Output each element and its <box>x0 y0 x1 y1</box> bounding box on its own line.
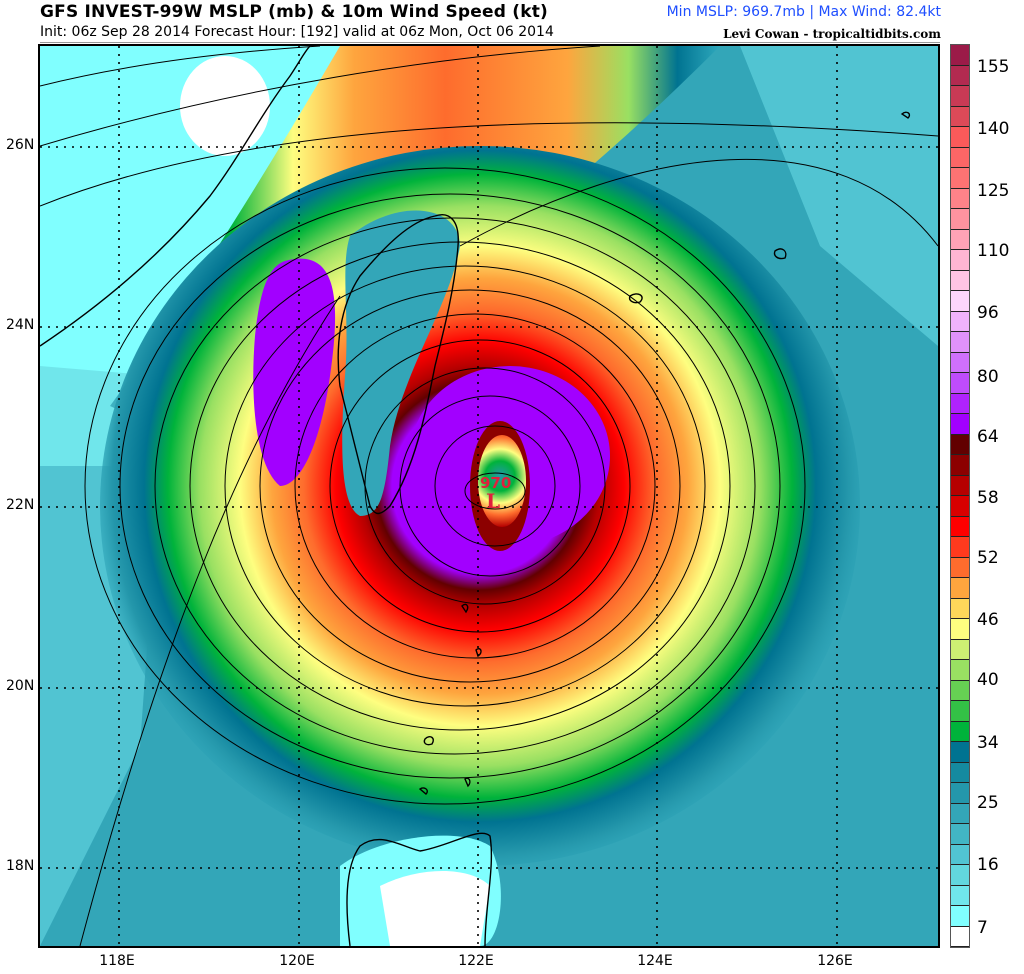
header-divider <box>40 42 940 43</box>
colorbar-tick-label: 125 <box>977 181 1010 201</box>
colorbar-tick-label: 140 <box>977 119 1010 139</box>
credit: Levi Cowan - tropicaltidbits.com <box>723 27 941 41</box>
china-coast <box>40 46 311 347</box>
colorbar-tick-label: 16 <box>977 855 999 875</box>
colorbar-segment <box>951 824 969 845</box>
storm-eye <box>478 435 526 527</box>
colorbar-segment <box>951 803 969 824</box>
x-tick-label: 124E <box>637 953 673 969</box>
colorbar-segment <box>951 926 969 947</box>
colorbar-segment <box>951 65 969 86</box>
colorbar-segment <box>951 762 969 783</box>
isobars <box>40 46 938 946</box>
colorbar-segment <box>951 45 969 66</box>
lat-lon-grid <box>40 46 938 946</box>
colorbar-segment <box>951 86 969 107</box>
pressure-label: 970 <box>480 474 511 492</box>
colorbar-segment <box>951 619 969 640</box>
y-tick-label: 26N <box>6 137 35 153</box>
colorbar-segment <box>951 721 969 742</box>
colorbar-segment <box>951 701 969 722</box>
storm-stats: Min MSLP: 969.7mb | Max Wind: 82.4kt <box>666 4 941 20</box>
colorbar-segment <box>951 844 969 865</box>
colorbar-segment <box>951 598 969 619</box>
colorbar-tick-label: 110 <box>977 241 1010 261</box>
colorbar-segment <box>951 537 969 558</box>
colorbar-segment <box>951 311 969 332</box>
colorbar-segment <box>951 578 969 599</box>
colorbar <box>950 44 970 948</box>
colorbar-segment <box>951 660 969 681</box>
colorbar-segment <box>951 147 969 168</box>
colorbar-segment <box>951 393 969 414</box>
colorbar-segment <box>951 455 969 476</box>
colorbar-segment <box>951 106 969 127</box>
colorbar-tick-label: 34 <box>977 733 999 753</box>
y-tick-label: 18N <box>6 858 35 874</box>
colorbar-tick-label: 155 <box>977 57 1010 77</box>
taiwan-coast <box>337 214 459 515</box>
colorbar-segment <box>951 168 969 189</box>
x-tick-label: 126E <box>817 953 853 969</box>
colorbar-segment <box>951 885 969 906</box>
x-tick-label: 118E <box>99 953 135 969</box>
colorbar-tick-label: 40 <box>977 670 999 690</box>
colorbar-segment <box>951 373 969 394</box>
colorbar-segment <box>951 516 969 537</box>
wind-field-map: 970 L <box>40 46 938 946</box>
colorbar-tick-label: 58 <box>977 488 999 508</box>
colorbar-tick-label: 80 <box>977 367 999 387</box>
colorbar-segment <box>951 250 969 271</box>
colorbar-segment <box>951 188 969 209</box>
colorbar-tick-label: 25 <box>977 793 999 813</box>
colorbar-segment <box>951 496 969 517</box>
colorbar-segment <box>951 270 969 291</box>
map-panel: 970 L <box>38 44 940 948</box>
colorbar-segment <box>951 783 969 804</box>
colorbar-segment <box>951 291 969 312</box>
colorbar-tick-label: 52 <box>977 548 999 568</box>
colorbar-segment <box>951 639 969 660</box>
calm-area-south <box>380 871 490 946</box>
colorbar-segment <box>951 414 969 435</box>
colorbar-segment <box>951 475 969 496</box>
west-wind-maximum <box>253 258 336 486</box>
colorbar-segment <box>951 229 969 250</box>
colorbar-segment <box>951 434 969 455</box>
colorbar-tick-label: 96 <box>977 303 999 323</box>
y-tick-label: 24N <box>6 317 35 333</box>
lee-calm-channel <box>342 210 460 517</box>
colorbar-tick-label: 46 <box>977 610 999 630</box>
x-tick-label: 122E <box>458 953 494 969</box>
coastlines <box>40 46 911 946</box>
chart-title: GFS INVEST-99W MSLP (mb) & 10m Wind Spee… <box>40 2 549 22</box>
colorbar-segment <box>951 557 969 578</box>
colorbar-segment <box>951 209 969 230</box>
colorbar-tick-label: 7 <box>977 918 988 938</box>
colorbar-segment <box>951 865 969 886</box>
y-tick-label: 22N <box>6 497 35 513</box>
colorbar-segment <box>951 332 969 353</box>
colorbar-segment <box>951 742 969 763</box>
colorbar-segment <box>951 352 969 373</box>
colorbar-segment <box>951 906 969 927</box>
luzon-coast <box>346 832 493 946</box>
low-center-symbol: L <box>486 489 500 513</box>
chart-subtitle: Init: 06z Sep 28 2014 Forecast Hour: [19… <box>40 24 554 40</box>
colorbar-segment <box>951 127 969 148</box>
colorbar-segment <box>951 680 969 701</box>
y-tick-label: 20N <box>6 678 35 694</box>
x-tick-label: 120E <box>279 953 315 969</box>
colorbar-tick-label: 64 <box>977 427 999 447</box>
